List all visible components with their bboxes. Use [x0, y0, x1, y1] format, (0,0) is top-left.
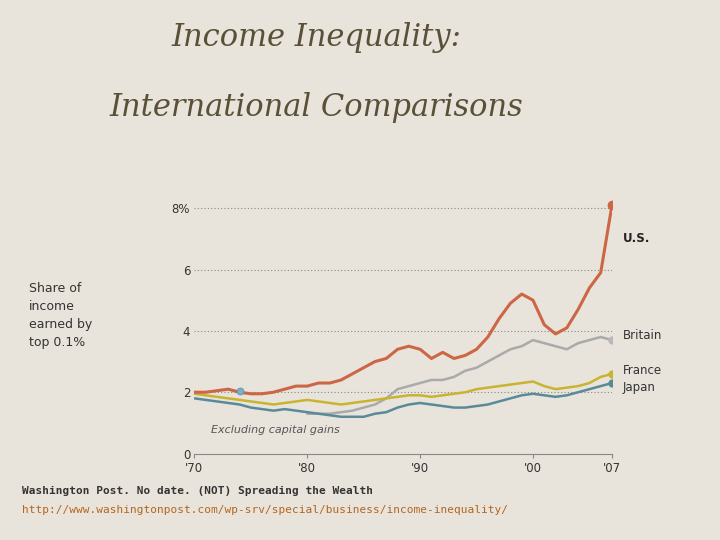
Text: Share of
income
earned by
top 0.1%: Share of income earned by top 0.1%	[29, 282, 92, 349]
Text: Japan: Japan	[623, 381, 656, 394]
Text: Washington Post. No date. (NOT) Spreading the Wealth: Washington Post. No date. (NOT) Spreadin…	[22, 486, 373, 496]
Text: Income Inequality:: Income Inequality:	[172, 22, 462, 52]
Text: France: France	[623, 363, 662, 376]
Text: Britain: Britain	[623, 329, 662, 342]
Text: Excluding capital gains: Excluding capital gains	[212, 425, 340, 435]
Text: http://www.washingtonpost.com/wp-srv/special/business/income-inequality/: http://www.washingtonpost.com/wp-srv/spe…	[22, 505, 508, 515]
Text: International Comparisons: International Comparisons	[110, 92, 523, 123]
Text: U.S.: U.S.	[623, 232, 650, 245]
